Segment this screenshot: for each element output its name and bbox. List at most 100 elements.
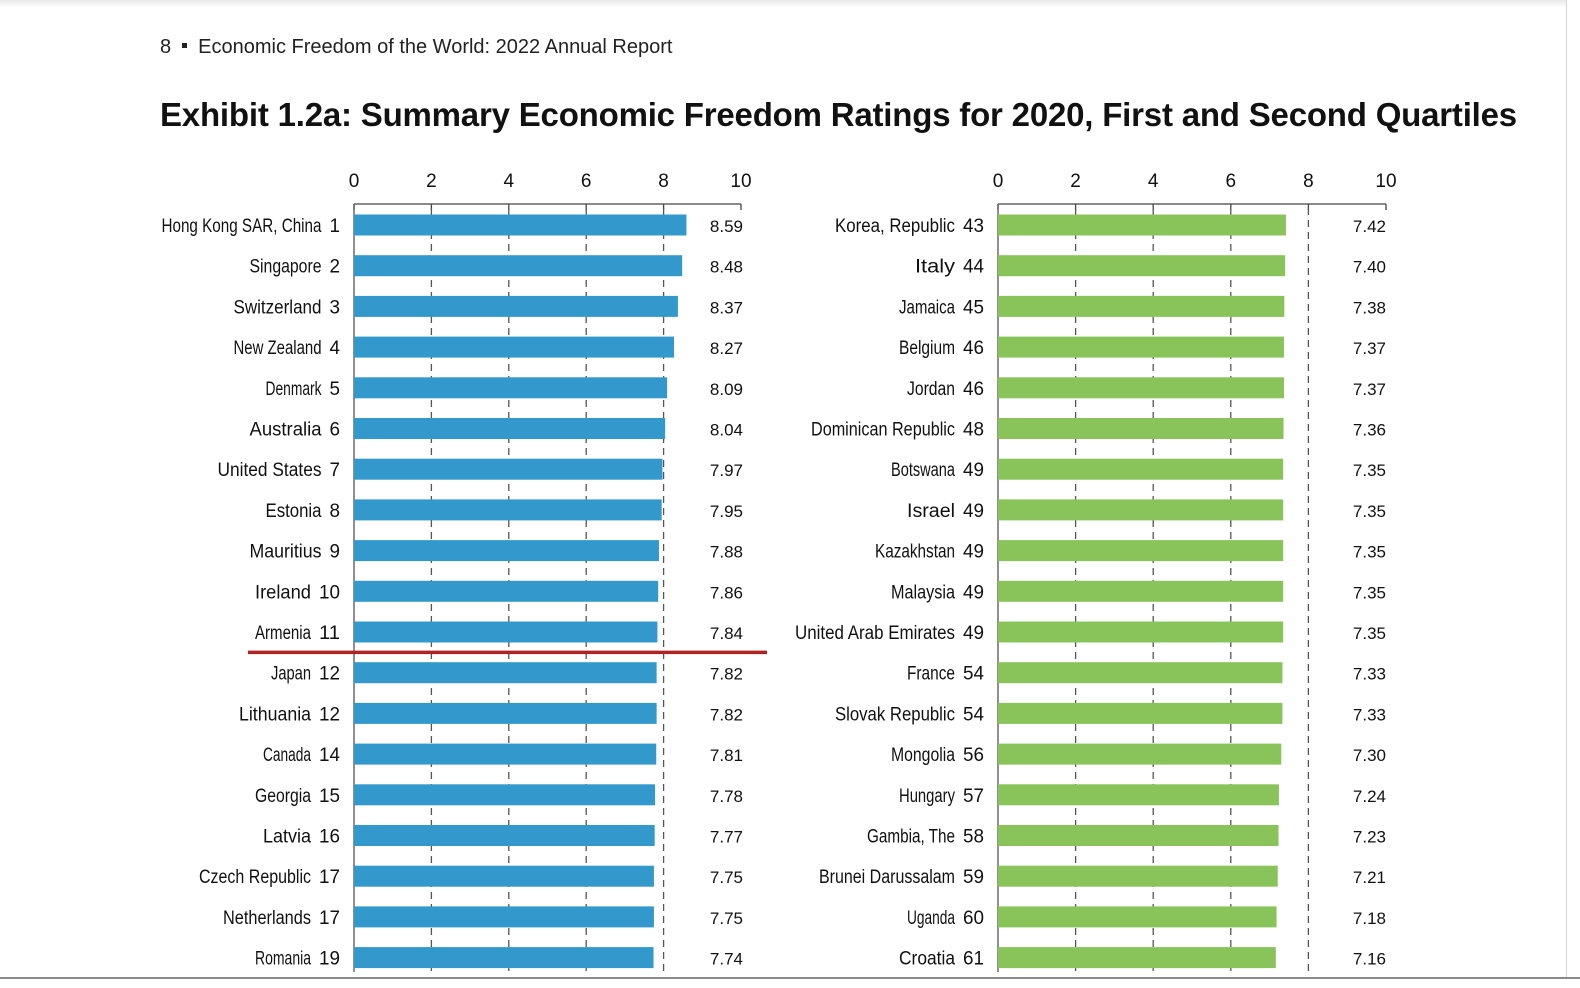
country-label-first: Romania bbox=[255, 949, 311, 970]
value-label-first: 7.97 bbox=[710, 461, 743, 480]
rank-label-second: 45 bbox=[963, 297, 984, 318]
value-label-first: 8.37 bbox=[710, 298, 743, 317]
value-label-second: 7.23 bbox=[1353, 828, 1386, 847]
value-label-first: 7.77 bbox=[710, 828, 743, 847]
rank-label-first: 12 bbox=[319, 664, 340, 685]
bar-first bbox=[354, 214, 687, 236]
country-label-second: Dominican Republic bbox=[811, 420, 955, 441]
rank-label-first: 12 bbox=[319, 704, 340, 725]
bar-second bbox=[998, 377, 1284, 399]
report-title: Economic Freedom of the World: 2022 Annu… bbox=[198, 36, 673, 58]
rank-label-first: 2 bbox=[330, 257, 341, 278]
country-label-first: Armenia bbox=[255, 623, 311, 644]
country-label-second: Kazakhstan bbox=[875, 542, 955, 563]
value-label-first: 7.84 bbox=[710, 624, 743, 643]
country-label-first: Mauritius bbox=[250, 542, 322, 563]
bar-second bbox=[998, 580, 1284, 602]
value-label-first: 8.09 bbox=[710, 380, 743, 399]
rank-label-first: 15 bbox=[319, 786, 340, 807]
bar-second bbox=[998, 540, 1284, 562]
country-label-first: Singapore bbox=[250, 257, 322, 278]
value-label-first: 7.75 bbox=[710, 909, 743, 928]
country-label-second: Jamaica bbox=[899, 297, 955, 318]
bar-first bbox=[354, 662, 657, 684]
country-label-first: Canada bbox=[263, 745, 311, 766]
country-label-first: Denmark bbox=[266, 379, 322, 400]
bar-first bbox=[354, 825, 655, 846]
bar-second bbox=[998, 702, 1283, 724]
bar-second bbox=[998, 336, 1284, 358]
x-tick-label-second: 8 bbox=[1303, 171, 1314, 192]
value-label-first: 8.27 bbox=[710, 339, 743, 358]
country-label-second: Gambia, The bbox=[867, 827, 955, 848]
value-label-first: 7.75 bbox=[710, 868, 743, 887]
rank-label-second: 46 bbox=[963, 379, 984, 400]
country-label-second: Italy bbox=[915, 257, 956, 278]
bar-first bbox=[354, 743, 657, 765]
viewer-bottom-edge bbox=[0, 977, 1580, 988]
value-label-second: 7.35 bbox=[1353, 624, 1386, 643]
rank-label-first: 19 bbox=[319, 949, 340, 970]
country-label-second: Hungary bbox=[899, 786, 955, 807]
rank-label-second: 58 bbox=[963, 827, 984, 848]
country-label-second: Jordan bbox=[907, 379, 955, 400]
rank-label-second: 54 bbox=[963, 704, 984, 725]
rank-label-second: 43 bbox=[963, 216, 984, 237]
rank-label-first: 14 bbox=[319, 745, 340, 766]
bar-second bbox=[998, 662, 1283, 684]
bar-second bbox=[998, 255, 1286, 277]
bar-second bbox=[998, 214, 1286, 236]
rank-label-first: 8 bbox=[330, 501, 341, 522]
bar-second bbox=[998, 458, 1284, 480]
country-label-first: Ireland bbox=[255, 582, 311, 603]
rank-label-second: 59 bbox=[963, 867, 984, 888]
rank-label-first: 6 bbox=[330, 420, 341, 441]
country-label-second: Mongolia bbox=[891, 745, 955, 766]
rank-label-second: 56 bbox=[963, 745, 984, 766]
x-tick-label-second: 2 bbox=[1070, 171, 1081, 192]
value-label-first: 7.86 bbox=[710, 583, 743, 602]
bar-second bbox=[998, 784, 1279, 806]
value-label-second: 7.37 bbox=[1353, 380, 1386, 399]
rank-label-second: 48 bbox=[963, 420, 984, 441]
bar-first bbox=[354, 702, 657, 724]
value-label-second: 7.35 bbox=[1353, 461, 1386, 480]
country-label-first: Lithuania bbox=[239, 704, 311, 725]
value-label-second: 7.21 bbox=[1353, 868, 1386, 887]
rank-label-second: 60 bbox=[963, 908, 984, 929]
country-label-second: Croatia bbox=[899, 949, 955, 970]
country-label-first: Switzerland bbox=[234, 297, 322, 318]
rank-label-second: 49 bbox=[963, 542, 984, 563]
rank-label-first: 4 bbox=[330, 338, 341, 359]
bullet-separator bbox=[182, 43, 188, 49]
rank-label-first: 9 bbox=[330, 542, 341, 563]
rank-label-first: 3 bbox=[330, 297, 341, 318]
x-tick-label-first: 6 bbox=[581, 171, 592, 192]
value-label-second: 7.30 bbox=[1353, 746, 1386, 765]
bar-first bbox=[354, 947, 654, 969]
bar-second bbox=[998, 743, 1282, 765]
country-label-first: Australia bbox=[250, 420, 322, 441]
page-top-shadow bbox=[0, 0, 1580, 8]
bar-first bbox=[354, 499, 662, 521]
bar-first bbox=[354, 906, 654, 928]
value-label-second: 7.35 bbox=[1353, 543, 1386, 562]
rank-label-second: 44 bbox=[963, 257, 984, 278]
rank-label-second: 49 bbox=[963, 460, 984, 481]
value-label-first: 7.78 bbox=[710, 787, 743, 806]
bar-second bbox=[998, 906, 1277, 928]
country-label-second: Malaysia bbox=[891, 582, 955, 603]
value-label-second: 7.42 bbox=[1353, 217, 1386, 236]
value-label-first: 7.81 bbox=[710, 746, 743, 765]
value-label-second: 7.18 bbox=[1353, 909, 1386, 928]
running-header: 8 Economic Freedom of the World: 2022 Ann… bbox=[160, 36, 672, 59]
value-label-second: 7.38 bbox=[1353, 298, 1386, 317]
bar-first bbox=[354, 784, 656, 806]
bar-first bbox=[354, 377, 668, 399]
bar-second bbox=[998, 295, 1285, 317]
bar-first bbox=[354, 336, 675, 358]
rank-label-first: 16 bbox=[319, 827, 340, 848]
country-label-second: Israel bbox=[907, 501, 955, 522]
bar-first bbox=[354, 865, 654, 887]
